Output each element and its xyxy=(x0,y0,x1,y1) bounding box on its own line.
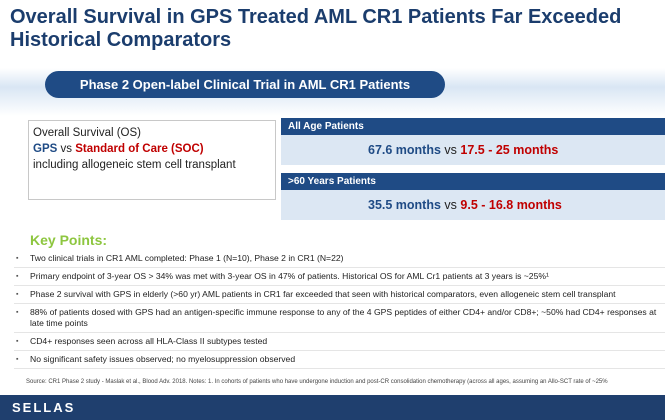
result-header: All Age Patients xyxy=(281,118,665,135)
vs: vs xyxy=(60,143,73,155)
logo: SELLAS xyxy=(12,400,76,415)
key-points-title: Key Points: xyxy=(30,232,108,248)
key-point: No significant safety issues observed; n… xyxy=(14,351,665,369)
vs: vs xyxy=(444,143,457,157)
gps-result: 35.5 months xyxy=(368,198,441,212)
soc-result: 17.5 - 25 months xyxy=(460,143,559,157)
os-line: GPS vs Standard of Care (SOC) xyxy=(33,141,271,157)
key-point: CD4+ responses seen across all HLA-Class… xyxy=(14,333,665,351)
os-line: Overall Survival (OS) xyxy=(33,127,141,139)
title: Overall Survival in GPS Treated AML CR1 … xyxy=(10,6,621,52)
key-point: Phase 2 survival with GPS in elderly (>6… xyxy=(14,286,665,304)
source: Source: CR1 Phase 2 study - Maslak et al… xyxy=(26,379,608,385)
os-box: Overall Survival (OS) GPS vs Standard of… xyxy=(28,120,276,200)
key-point: Two clinical trials in CR1 AML completed… xyxy=(14,250,665,268)
banner: Phase 2 Open-label Clinical Trial in AML… xyxy=(45,71,445,98)
title-line: Historical Comparators xyxy=(10,29,232,51)
vs: vs xyxy=(444,198,457,212)
gps: GPS xyxy=(33,143,58,155)
title-line: Overall Survival in GPS Treated AML CR1 … xyxy=(10,6,622,28)
soc: Standard of Care (SOC) xyxy=(75,143,204,155)
result-header: >60 Years Patients xyxy=(281,173,665,190)
os-line: including allogeneic stem cell transplan… xyxy=(33,159,236,171)
result-body: 67.6 months vs 17.5 - 25 months xyxy=(281,135,665,165)
soc-result: 9.5 - 16.8 months xyxy=(460,198,562,212)
footer: SELLAS xyxy=(0,395,665,420)
key-point: Primary endpoint of 3-year OS > 34% was … xyxy=(14,268,665,286)
key-points: Two clinical trials in CR1 AML completed… xyxy=(14,250,665,369)
key-point: 88% of patients dosed with GPS had an an… xyxy=(14,304,665,333)
gps-result: 67.6 months xyxy=(368,143,441,157)
result-body: 35.5 months vs 9.5 - 16.8 months xyxy=(281,190,665,220)
